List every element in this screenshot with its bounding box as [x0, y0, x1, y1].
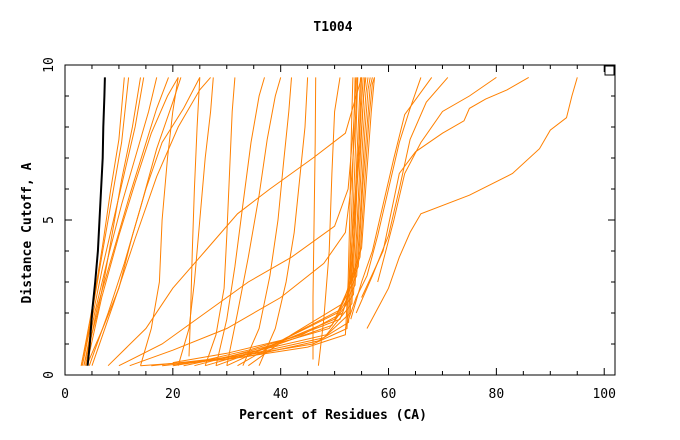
series-line-11: [140, 77, 179, 366]
series-line-9: [80, 77, 125, 366]
x-tick-label: 20: [165, 387, 181, 402]
series-line-20: [317, 77, 341, 366]
y-tick-label: 0: [42, 371, 57, 379]
series-line-40: [377, 76, 497, 283]
series-line-36: [107, 77, 363, 367]
y-tick-label: 5: [42, 216, 57, 224]
x-axis-label: Percent of Residues (CA): [239, 408, 427, 423]
series-line-4: [85, 77, 169, 366]
x-tick-label: 100: [592, 387, 615, 402]
series-line-42: [366, 77, 578, 329]
series-line-29: [226, 77, 373, 367]
series-line-3: [83, 77, 158, 366]
series-line-38: [350, 77, 433, 320]
series-line-21: [140, 77, 354, 367]
highlight-layer: [86, 77, 106, 366]
series-line-12: [177, 77, 214, 366]
x-tick-label: 40: [273, 387, 289, 402]
series-line-14: [204, 77, 236, 366]
series-line-41: [361, 76, 529, 298]
series-line-27: [205, 77, 369, 367]
series-line-13: [188, 77, 201, 357]
ticks-layer: 0 20 40 60 80 100 0 5 10: [42, 57, 616, 402]
x-tick-label: 60: [381, 387, 397, 402]
y-tick-label: 10: [42, 57, 57, 73]
highlight-series-line: [86, 77, 106, 366]
plot-frame: [64, 64, 616, 376]
series-line-33: [194, 77, 366, 364]
series-line-31: [248, 77, 375, 367]
series-line-18: [258, 77, 309, 366]
series-line-1: [80, 77, 130, 366]
series-line-10: [86, 77, 201, 366]
y-axis-label: Distance Cutoff, A: [20, 162, 35, 303]
series-line-39: [355, 77, 449, 314]
series-line-16: [226, 77, 282, 366]
series-line-35: [118, 77, 357, 367]
series-line-34: [129, 77, 358, 367]
series-line-7: [91, 77, 211, 366]
x-tick-label: 0: [61, 387, 69, 402]
series-line-5: [86, 77, 179, 366]
series-line-15: [215, 77, 265, 366]
series-line-17: [242, 77, 292, 366]
x-tick-label: 80: [489, 387, 505, 402]
series-line-19: [312, 77, 317, 360]
series-line-25: [183, 77, 364, 367]
corner-marker: [604, 65, 615, 76]
series-line-30: [237, 77, 375, 367]
chart-title: T1004: [313, 20, 352, 35]
series-layer: [80, 76, 578, 367]
